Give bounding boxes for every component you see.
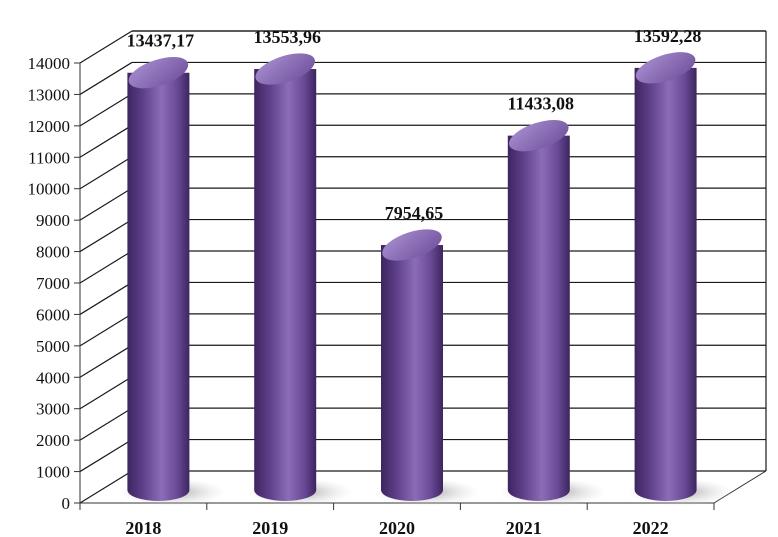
y-tick-label: 11000 [28,148,70,167]
y-tick-label: 14000 [28,54,71,73]
y-tick-label: 13000 [28,85,71,104]
gridline-side [79,219,133,253]
gridline-side [79,61,133,95]
y-tick-label: 12000 [28,117,71,136]
bar-2018 [127,72,190,501]
bar-2020 [381,244,443,502]
axis-layer: 0 1000 2000 3000 4000 5000 6000 7000 8000 9000 100… [28,54,715,537]
bar-top-2020 [382,229,442,261]
bar-2022 [634,67,697,501]
y-tick-label: 6000 [36,305,70,324]
y-tick-label: 10000 [28,180,71,199]
gridline-side [79,281,133,315]
gridline-side [79,470,133,504]
y-tick-label: 3000 [36,400,70,419]
bar-2019 [254,69,317,501]
x-tick-label: 2020 [379,518,415,537]
bar-top-2018 [128,57,189,89]
gridline-side [79,124,133,158]
gridline-side [79,407,133,441]
x-tick-label: 2022 [633,518,669,537]
y-tick-label: 7000 [36,274,70,293]
y-tick-label: 0 [62,494,71,513]
gridline-side [79,313,133,347]
gridline-side [79,250,133,284]
y-tick-label: 9000 [36,211,70,230]
data-label-2020: 7954,65 [385,203,444,223]
x-tick-label: 2019 [252,518,288,537]
bar-top-2021 [509,120,569,152]
x-tick-label: 2021 [506,518,542,537]
bar-top-2022 [635,52,696,84]
bar-2021 [507,135,570,501]
x-tick-label: 2018 [125,518,161,537]
gridline-side [79,376,133,410]
data-label-2019: 13553,96 [253,27,321,47]
data-label-2018: 13437,17 [127,31,195,51]
y-tick-label: 2000 [36,431,70,450]
gridline-side [79,156,133,190]
data-label-2021: 11433,08 [508,94,575,114]
gridline-side [79,187,133,221]
bar-layer [119,52,733,506]
bar-top-2019 [255,53,315,85]
label-layer: 13437,17 13553,96 7954,65 11433,08 13592,28 [127,26,702,223]
y-tick-label: 1000 [36,463,70,482]
y-tick-label: 8000 [36,243,70,262]
gridline-side [79,439,133,473]
y-tick-label: 5000 [36,337,70,356]
gridline-side [79,344,133,378]
gridline-side [79,93,133,127]
y-tick-label: 4000 [36,368,70,387]
data-label-2022: 13592,28 [634,26,702,46]
gridline-side [79,30,133,64]
